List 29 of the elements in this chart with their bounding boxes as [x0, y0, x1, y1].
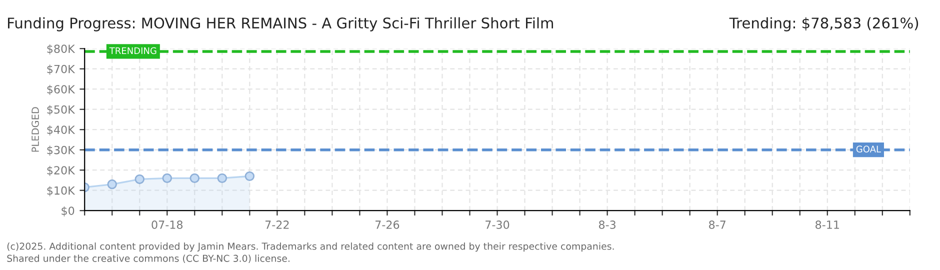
x-tick-label: 8-7	[709, 220, 726, 229]
x-tick-label: 7-30	[486, 220, 510, 229]
ref-line-label: GOAL	[856, 146, 881, 152]
y-tick-label: $80K	[47, 44, 76, 54]
point	[134, 174, 144, 184]
y-tick-label: $30K	[47, 146, 76, 156]
text: Shared under the creative commons (CC BY-NC 3.0) license.	[7, 254, 290, 264]
point	[107, 179, 117, 190]
x-tick-label: 7-22	[265, 220, 289, 229]
text: (c)2025. Additional content provided by Jamin Mears. Trademarks and related content are owned by their respective companies.	[7, 242, 614, 252]
y-tick-label: $40K	[47, 125, 76, 136]
y-tick-label: $70K	[47, 64, 76, 75]
y-axis-title: PLEDGED	[32, 107, 39, 152]
y-tick-label: $10K	[47, 186, 76, 196]
x-tick-label: 07-18	[152, 220, 183, 229]
ref-line-label: TRENDING	[109, 47, 156, 54]
x-tick-label: 7-26	[376, 220, 400, 229]
point	[217, 173, 228, 184]
x-tick-label: 8-11	[816, 220, 839, 229]
chart-subtitle: Trending: $78,583 (261%)	[729, 17, 918, 32]
point	[244, 171, 255, 182]
x-tick-label: 8-3	[598, 220, 616, 229]
y-tick-label: $60K	[47, 84, 76, 95]
point	[162, 173, 172, 184]
y-tick-label: $50K	[47, 105, 76, 116]
y-tick-label: $0	[62, 206, 74, 216]
point	[190, 173, 200, 184]
y-tick-label: $20K	[47, 166, 76, 176]
chart-title: Funding Progress: MOVING HER REMAINS - A Gritty Sci-Fi Thriller Short Film	[8, 17, 553, 32]
